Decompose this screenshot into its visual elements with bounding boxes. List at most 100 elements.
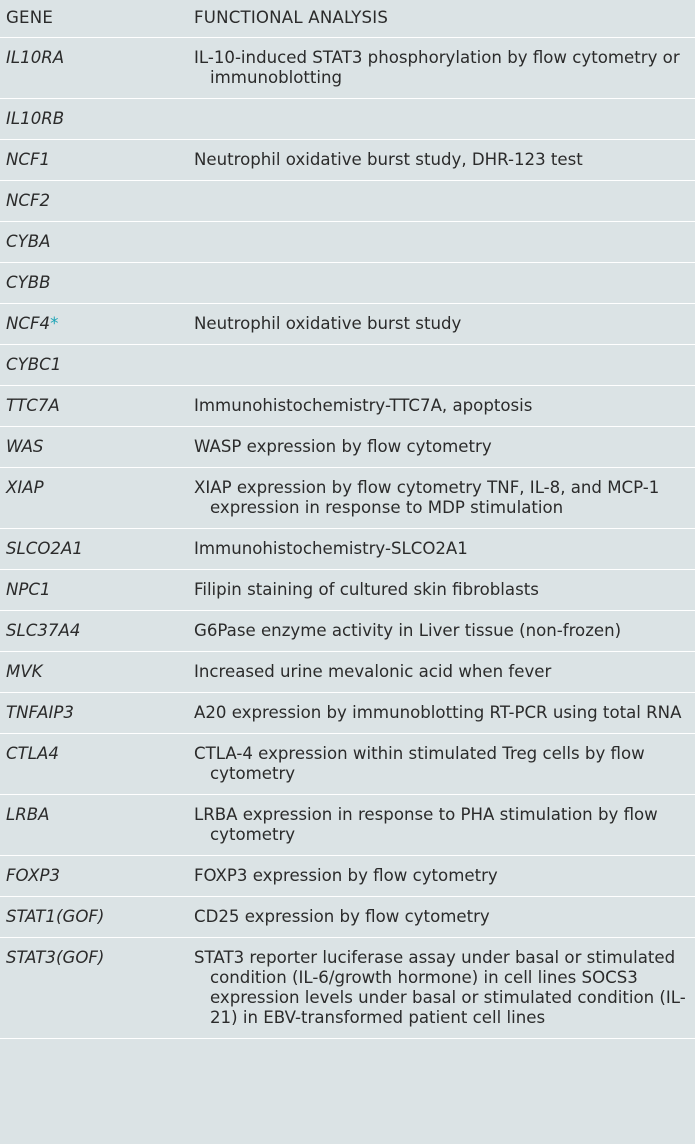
table-row: NCF1 Neutrophil oxidative burst study, DH… — [0, 139, 695, 181]
analysis-text: FOXP3 expression by flow cytometry — [194, 866, 498, 885]
gene-cell: WAS — [0, 426, 179, 468]
gene-name: CYBC1 — [6, 355, 62, 374]
gene-cell: TNFAIP3 — [0, 692, 179, 734]
gene-name: TNFAIP3 — [6, 703, 74, 722]
gene-name: CTLA4 — [6, 744, 59, 763]
table-row: CYBA — [0, 221, 695, 263]
analysis-cell: IL-10-induced STAT3 phosphorylation by f… — [179, 37, 695, 99]
gene-cell: NCF4* — [0, 303, 179, 345]
table-row: LRBA LRBA expression in response to PHA s… — [0, 794, 695, 856]
analysis-cell: Neutrophil oxidative burst study, DHR-12… — [179, 139, 695, 181]
analysis-text: XIAP expression by flow cytometry TNF, I… — [194, 478, 660, 517]
analysis-cell — [179, 262, 695, 304]
analysis-cell — [179, 98, 695, 140]
analysis-cell: CTLA-4 expression within stimulated Treg… — [179, 733, 695, 795]
table-body: IL10RA IL-10-induced STAT3 phosphorylatio… — [0, 37, 695, 1039]
analysis-cell: WASP expression by flow cytometry — [179, 426, 695, 468]
gene-name: LRBA — [6, 805, 50, 824]
gene-cell: STAT1(GOF) — [0, 896, 179, 938]
header-row: GENE FUNCTIONAL ANALYSIS — [0, 0, 695, 38]
analysis-cell: LRBA expression in response to PHA stimu… — [179, 794, 695, 856]
table-row: STAT1(GOF) CD25 expression by flow cytome… — [0, 896, 695, 938]
gene-functional-analysis-table: GENE FUNCTIONAL ANALYSIS IL10RA IL-10-ind… — [0, 0, 695, 1039]
gene-name: WAS — [6, 437, 44, 456]
analysis-cell — [179, 180, 695, 222]
analysis-text: Neutrophil oxidative burst study, DHR-12… — [194, 150, 583, 169]
analysis-cell: Neutrophil oxidative burst study — [179, 303, 695, 345]
table-row: XIAP XIAP expression by flow cytometry TN… — [0, 467, 695, 529]
table-row: IL10RB — [0, 98, 695, 140]
table-row: CYBC1 — [0, 344, 695, 386]
gene-name: NCF1 — [6, 150, 51, 169]
analysis-text: Immunohistochemistry-TTC7A, apoptosis — [194, 396, 533, 415]
analysis-text: G6Pase enzyme activity in Liver tissue (… — [194, 621, 622, 640]
table-row: CYBB — [0, 262, 695, 304]
gene-name: NPC1 — [6, 580, 51, 599]
table-row: TTC7A Immunohistochemistry-TTC7A, apoptos… — [0, 385, 695, 427]
analysis-cell: CD25 expression by flow cytometry — [179, 896, 695, 938]
gene-cell: CTLA4 — [0, 733, 179, 795]
gene-name: NCF4 — [6, 314, 51, 333]
analysis-cell: XIAP expression by flow cytometry TNF, I… — [179, 467, 695, 529]
analysis-text: Filipin staining of cultured skin fibrob… — [194, 580, 539, 599]
gene-cell: CYBC1 — [0, 344, 179, 386]
gene-cell: CYBB — [0, 262, 179, 304]
analysis-cell: A20 expression by immunoblotting RT-PCR … — [179, 692, 695, 734]
analysis-text: Neutrophil oxidative burst study — [194, 314, 462, 333]
gene-name: STAT3(GOF) — [6, 948, 105, 967]
table-row: NCF2 — [0, 180, 695, 222]
analysis-cell: Immunohistochemistry-SLCO2A1 — [179, 528, 695, 570]
gene-name: IL10RB — [6, 109, 65, 128]
gene-cell: IL10RB — [0, 98, 179, 140]
analysis-text: Increased urine mevalonic acid when feve… — [194, 662, 552, 681]
header-gene: GENE — [0, 0, 179, 38]
analysis-text: WASP expression by flow cytometry — [194, 437, 492, 456]
gene-cell: LRBA — [0, 794, 179, 856]
gene-name: STAT1(GOF) — [6, 907, 105, 926]
gene-cell: NCF2 — [0, 180, 179, 222]
table-row: IL10RA IL-10-induced STAT3 phosphorylatio… — [0, 37, 695, 99]
table-row: CTLA4 CTLA-4 expression within stimulated… — [0, 733, 695, 795]
gene-cell: FOXP3 — [0, 855, 179, 897]
table-row: TNFAIP3 A20 expression by immunoblotting … — [0, 692, 695, 734]
analysis-text: STAT3 reporter luciferase assay under ba… — [194, 948, 686, 1027]
table-row: MVK Increased urine mevalonic acid when f… — [0, 651, 695, 693]
gene-cell: NPC1 — [0, 569, 179, 611]
gene-name: MVK — [6, 662, 43, 681]
gene-name: XIAP — [6, 478, 44, 497]
gene-name: SLC37A4 — [6, 621, 81, 640]
table-row: FOXP3 FOXP3 expression by flow cytometry — [0, 855, 695, 897]
analysis-cell: FOXP3 expression by flow cytometry — [179, 855, 695, 897]
gene-name: NCF2 — [6, 191, 51, 210]
gene-cell: MVK — [0, 651, 179, 693]
gene-name: TTC7A — [6, 396, 60, 415]
table-row: WAS WASP expression by flow cytometry — [0, 426, 695, 468]
analysis-text: LRBA expression in response to PHA stimu… — [194, 805, 658, 844]
footnote-marker: * — [50, 314, 59, 333]
gene-name: FOXP3 — [6, 866, 61, 885]
analysis-text: Immunohistochemistry-SLCO2A1 — [194, 539, 468, 558]
table-row: NCF4* Neutrophil oxidative burst study — [0, 303, 695, 345]
gene-name: CYBA — [6, 232, 51, 251]
gene-cell: XIAP — [0, 467, 179, 529]
gene-cell: STAT3(GOF) — [0, 937, 179, 1039]
analysis-text: CD25 expression by flow cytometry — [194, 907, 490, 926]
gene-cell: TTC7A — [0, 385, 179, 427]
analysis-text: A20 expression by immunoblotting RT-PCR … — [194, 703, 682, 722]
analysis-text: CTLA-4 expression within stimulated Treg… — [194, 744, 645, 783]
analysis-cell — [179, 344, 695, 386]
table-row: SLCO2A1 Immunohistochemistry-SLCO2A1 — [0, 528, 695, 570]
gene-cell: NCF1 — [0, 139, 179, 181]
gene-name: SLCO2A1 — [6, 539, 83, 558]
gene-cell: SLC37A4 — [0, 610, 179, 652]
gene-cell: CYBA — [0, 221, 179, 263]
table-header: GENE FUNCTIONAL ANALYSIS — [0, 0, 695, 38]
table-row: SLC37A4 G6Pase enzyme activity in Liver t… — [0, 610, 695, 652]
analysis-cell: Immunohistochemistry-TTC7A, apoptosis — [179, 385, 695, 427]
header-functional-analysis: FUNCTIONAL ANALYSIS — [179, 0, 695, 38]
gene-name: CYBB — [6, 273, 51, 292]
gene-cell: SLCO2A1 — [0, 528, 179, 570]
analysis-cell: STAT3 reporter luciferase assay under ba… — [179, 937, 695, 1039]
analysis-cell: Filipin staining of cultured skin fibrob… — [179, 569, 695, 611]
analysis-cell: Increased urine mevalonic acid when feve… — [179, 651, 695, 693]
